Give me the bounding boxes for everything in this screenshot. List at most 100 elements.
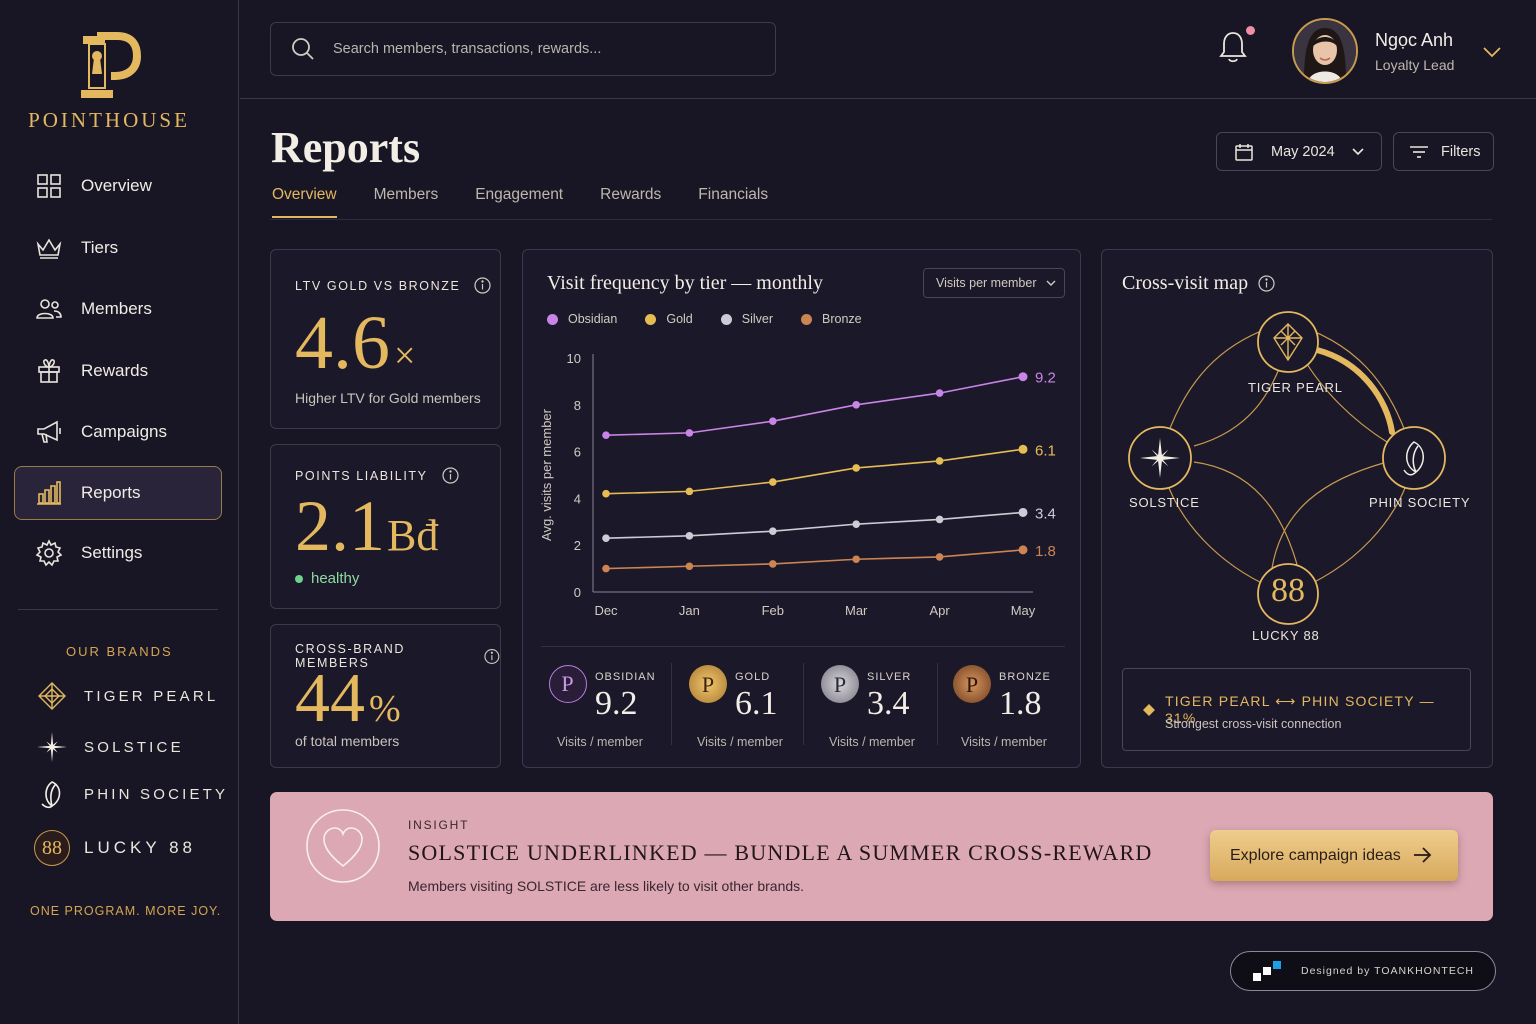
- legend-item[interactable]: Silver: [720, 312, 774, 326]
- data-point-obsidian: [1018, 372, 1028, 382]
- data-point-bronze: [852, 555, 860, 564]
- bronze-badge-icon: P: [953, 665, 991, 703]
- strongest-connection-sub: Strongest cross-visit connection: [1165, 717, 1342, 731]
- info-icon[interactable]: [484, 648, 500, 665]
- tab-financials[interactable]: Financials: [698, 186, 769, 203]
- insight-body: Members visiting SOLSTICE are less likel…: [408, 878, 805, 894]
- legend-item[interactable]: Bronze: [801, 312, 862, 326]
- brand-name: POINTHOUSE: [28, 108, 190, 132]
- nav-item-reports[interactable]: Reports: [14, 465, 222, 520]
- nav-item-tiers[interactable]: Tiers: [14, 220, 222, 276]
- gear-icon: [35, 539, 63, 567]
- notifications-button[interactable]: [1218, 26, 1255, 66]
- series-line-bronze: [605, 549, 1024, 570]
- y-tick-label: 8: [574, 398, 581, 413]
- brand-label: LUCKY 88: [84, 838, 197, 857]
- kpi-label: POINTS LIABILITY: [295, 468, 428, 483]
- data-point-silver: [1018, 507, 1028, 517]
- crown-icon: [35, 234, 63, 262]
- explore-campaign-ideas-button[interactable]: Explore campaign ideas: [1210, 830, 1458, 881]
- brands-heading: OUR BRANDS: [66, 644, 173, 659]
- sidebar-divider: [18, 609, 218, 610]
- metric-selector-value: Visits per member: [936, 276, 1037, 290]
- x-tick-label: May: [1011, 603, 1036, 618]
- calendar-icon: [1235, 143, 1253, 161]
- nav-label: Reports: [81, 482, 141, 502]
- brand-tiger-pearl[interactable]: TIGER PEARL: [34, 678, 218, 714]
- filter-icon: [1410, 145, 1428, 158]
- legend-swatch: [720, 313, 732, 325]
- x-tick-label: Dec: [594, 603, 618, 618]
- y-tick-label: 0: [574, 585, 581, 600]
- kpi-value: 4.6 ×: [295, 301, 416, 385]
- nav-label: Rewards: [81, 360, 149, 380]
- legend-item[interactable]: Gold: [645, 312, 693, 326]
- page-title: Reports: [271, 123, 421, 172]
- search-input[interactable]: [333, 41, 753, 57]
- nav-label: Tiers: [81, 237, 119, 257]
- user-role: Loyalty Lead: [1375, 57, 1455, 73]
- node-solstice: [1128, 426, 1192, 490]
- diamond-icon: [34, 678, 70, 714]
- gift-icon: [35, 357, 63, 385]
- tier-name: BRONZE: [999, 671, 1051, 683]
- diamond-bullet-icon: [1143, 703, 1155, 716]
- brand-lucky-88[interactable]: 88 LUCKY 88: [34, 830, 196, 866]
- info-icon[interactable]: [441, 467, 459, 484]
- data-point-bronze: [1018, 545, 1028, 555]
- info-icon[interactable]: [474, 277, 492, 294]
- nav-item-campaigns[interactable]: Campaigns: [14, 404, 222, 460]
- node-phin-society: [1382, 426, 1446, 490]
- avatar-image: [1294, 20, 1356, 82]
- data-point-silver: [935, 515, 944, 524]
- chevron-down-icon: [1352, 147, 1364, 155]
- node-label-solstice: SOLSTICE: [1129, 495, 1200, 510]
- y-tick-label: 6: [574, 445, 581, 460]
- data-point-obsidian: [769, 417, 777, 425]
- brand-solstice[interactable]: SOLSTICE: [34, 729, 184, 765]
- nav-item-settings[interactable]: Settings: [14, 525, 222, 581]
- legend-label: Bronze: [822, 312, 862, 326]
- brand-phin-society[interactable]: PHIN SOCIETY: [34, 776, 228, 812]
- tier-stat-bronze: P BRONZE 1.8 Visits / member: [949, 661, 1073, 749]
- tier-name: SILVER: [867, 671, 912, 683]
- data-point-gold: [935, 457, 944, 465]
- data-point-gold: [1018, 444, 1028, 454]
- info-icon[interactable]: [1258, 275, 1275, 292]
- logo[interactable]: POINTHOUSE: [0, 30, 218, 133]
- insight-headline: SOLSTICE UNDERLINKED — BUNDLE A SUMMER C…: [408, 840, 1153, 865]
- tab-engagement[interactable]: Engagement: [475, 186, 564, 203]
- map-title-wrap: Cross-visit map: [1122, 272, 1275, 295]
- gold-badge-icon: P: [689, 665, 727, 703]
- chevron-down-icon[interactable]: [1480, 40, 1504, 64]
- data-point-silver: [602, 534, 610, 542]
- designer-credit[interactable]: Designed by TOANKHONTECH: [1230, 951, 1496, 991]
- nav-item-overview[interactable]: Overview: [14, 158, 222, 214]
- strongest-connection: [1314, 347, 1395, 435]
- nav-item-rewards[interactable]: Rewards: [14, 343, 222, 399]
- nav-item-members[interactable]: Members: [14, 281, 222, 337]
- user-name: Ngọc Anh: [1375, 30, 1454, 50]
- legend-item[interactable]: Obsidian: [547, 312, 617, 326]
- avatar[interactable]: [1292, 18, 1358, 84]
- y-tick-label: 4: [574, 491, 581, 506]
- date-picker[interactable]: May 2024: [1216, 132, 1382, 171]
- leaf-icon: [34, 776, 70, 812]
- svg-text:P: P: [834, 672, 846, 697]
- sidebar: POINTHOUSE Overview Tiers Members Reward…: [0, 0, 239, 1024]
- tab-members[interactable]: Members: [373, 186, 439, 203]
- heart-icon: [306, 806, 380, 886]
- tabs-divider: [270, 219, 1492, 220]
- tab-rewards[interactable]: Rewards: [600, 186, 662, 203]
- filters-button[interactable]: Filters: [1393, 132, 1494, 171]
- legend-swatch: [547, 313, 558, 325]
- metric-selector[interactable]: Visits per member: [923, 268, 1065, 298]
- legend-label: Silver: [741, 312, 774, 326]
- grid-icon: [35, 172, 63, 200]
- tab-overview[interactable]: Overview: [272, 186, 337, 218]
- x-tick-label: Apr: [929, 603, 950, 618]
- kpi-label-wrap: POINTS LIABILITY: [295, 467, 459, 484]
- tagline: ONE PROGRAM. MORE JOY.: [30, 904, 222, 918]
- brand-label: SOLSTICE: [84, 738, 184, 756]
- search-box[interactable]: [270, 22, 776, 76]
